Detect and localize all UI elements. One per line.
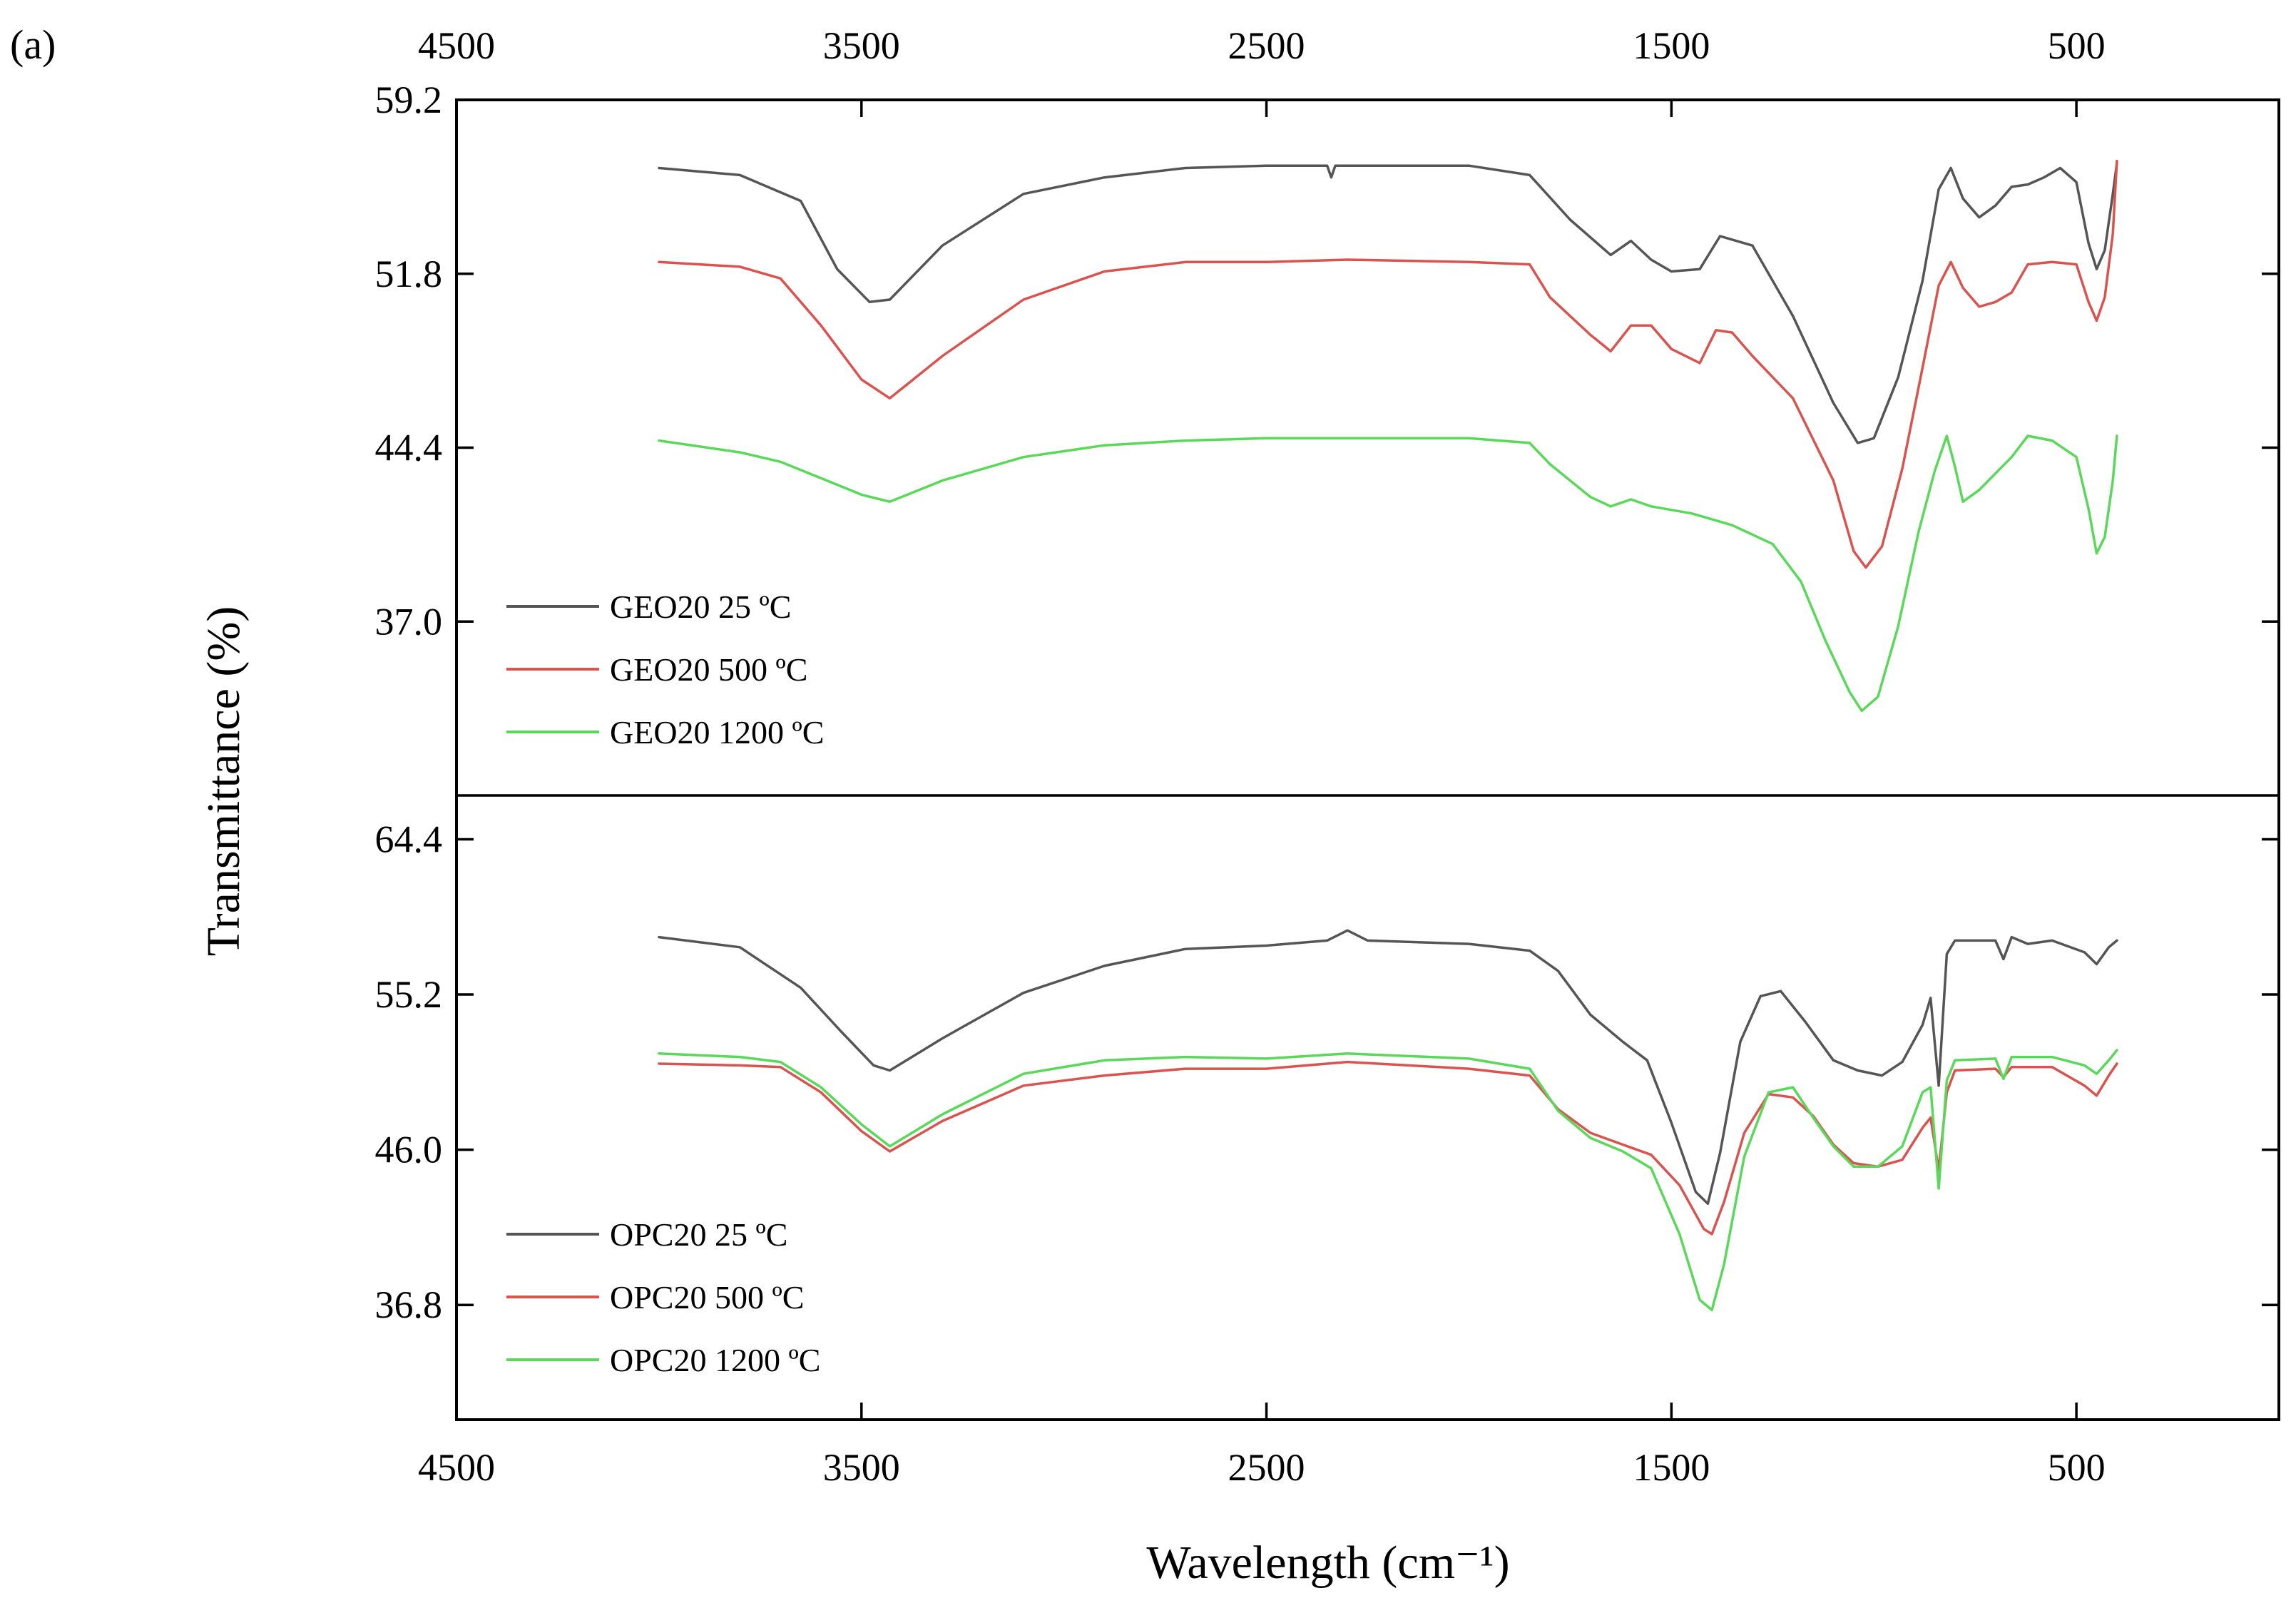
legend-label: OPC20 1200 ºC <box>610 1342 820 1378</box>
y-tick-label: 37.0 <box>375 600 443 643</box>
y-tick-label: 51.8 <box>375 253 443 295</box>
x-tick-label-bottom: 500 <box>2048 1446 2106 1489</box>
x-tick-label-bottom: 2500 <box>1228 1446 1305 1489</box>
legend-label: GEO20 25 ºC <box>610 589 791 625</box>
y-tick-label: 36.8 <box>375 1283 443 1326</box>
x-tick-label-top: 2500 <box>1228 24 1305 67</box>
y-tick-label: 64.4 <box>375 818 443 860</box>
y-axis-title: Transmittance (%) <box>198 606 250 957</box>
series-line <box>658 929 2118 1206</box>
x-tick-label-bottom: 3500 <box>823 1446 900 1489</box>
series-line <box>658 1049 2118 1312</box>
x-tick-label-top: 1500 <box>1633 24 1710 67</box>
x-axis-title: Wavelength (cm⁻¹) <box>1146 1537 1509 1589</box>
legend-label: OPC20 500 ºC <box>610 1279 804 1316</box>
x-tick-label-bottom: 4500 <box>418 1446 495 1489</box>
y-tick-label: 46.0 <box>375 1129 443 1171</box>
x-tick-label-top: 500 <box>2048 24 2106 67</box>
legend-label: OPC20 25 ºC <box>610 1216 787 1253</box>
x-tick-label-top: 3500 <box>823 24 900 67</box>
y-tick-label: 44.4 <box>375 427 443 469</box>
y-tick-label: 59.2 <box>375 78 443 121</box>
plot-frame <box>455 98 2280 1421</box>
panel-label: (a) <box>10 21 56 68</box>
y-tick-label: 55.2 <box>375 973 443 1016</box>
legend-label: GEO20 1200 ºC <box>610 714 824 750</box>
series-line <box>658 1060 2118 1236</box>
x-tick-label-bottom: 1500 <box>1633 1446 1710 1489</box>
x-tick-label-top: 4500 <box>418 24 495 67</box>
series-line <box>658 159 2118 569</box>
series-line <box>658 434 2118 713</box>
legend-label: GEO20 500 ºC <box>610 651 807 688</box>
series-line <box>658 162 2118 444</box>
plot-area: 4500 4500 3500 3500 2500 2500 1500 1500 500 500 59… <box>375 24 2280 1489</box>
